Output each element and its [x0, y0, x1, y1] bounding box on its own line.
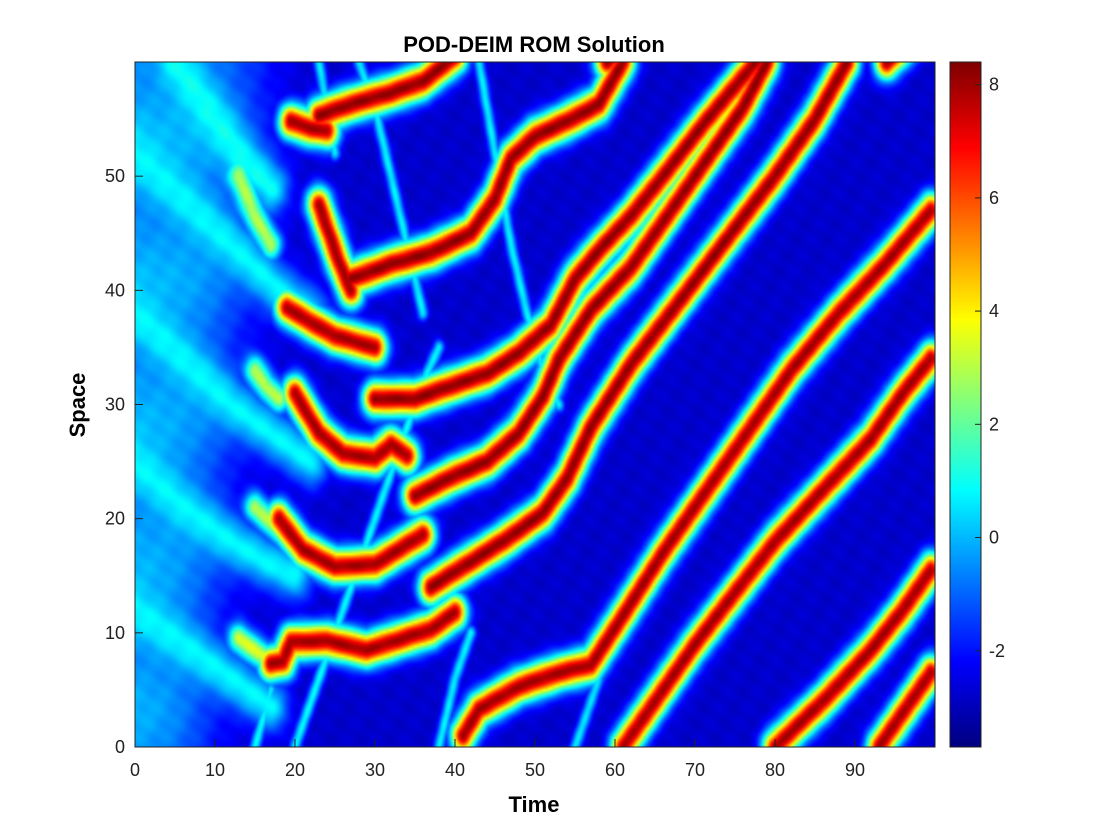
x-tick-label: 0 — [130, 760, 140, 780]
colorbar-frame — [949, 61, 982, 748]
colorbar: -2 0 2 4 6 8 — [949, 61, 1005, 748]
colorbar-gradient — [950, 62, 981, 747]
y-tick-label: 40 — [105, 280, 125, 300]
x-tick-label: 70 — [685, 760, 705, 780]
plot-area — [134, 61, 936, 748]
colorbar-ticks: -2 0 2 4 6 8 — [975, 75, 1005, 661]
y-tick-label: 50 — [105, 166, 125, 186]
x-tick-label: 80 — [765, 760, 785, 780]
y-axis-label: Space — [65, 373, 90, 438]
colorbar-tick-label: 8 — [989, 75, 999, 95]
x-axis-label: Time — [509, 792, 560, 817]
colorbar-tick-label: 6 — [989, 188, 999, 208]
x-tick-label: 30 — [365, 760, 385, 780]
x-tick-label: 60 — [605, 760, 625, 780]
colorbar-tick-label: -2 — [989, 641, 1005, 661]
y-tick-label: 10 — [105, 623, 125, 643]
y-tick-label: 0 — [115, 737, 125, 757]
colorbar-tick-label: 2 — [989, 414, 999, 434]
heatmap-image — [135, 62, 935, 747]
y-tick-label: 30 — [105, 395, 125, 415]
x-tick-label: 50 — [525, 760, 545, 780]
x-axis: 0 10 20 30 40 50 60 70 80 90 — [130, 739, 865, 780]
colorbar-tick-label: 4 — [989, 301, 999, 321]
x-tick-label: 20 — [285, 760, 305, 780]
x-tick-label: 10 — [205, 760, 225, 780]
y-tick-label: 20 — [105, 509, 125, 529]
chart-title: POD-DEIM ROM Solution — [403, 32, 665, 57]
x-tick-label: 90 — [845, 760, 865, 780]
x-tick-label: 40 — [445, 760, 465, 780]
y-axis: 0 10 20 30 40 50 — [105, 166, 143, 757]
colorbar-tick-label: 0 — [989, 528, 999, 548]
